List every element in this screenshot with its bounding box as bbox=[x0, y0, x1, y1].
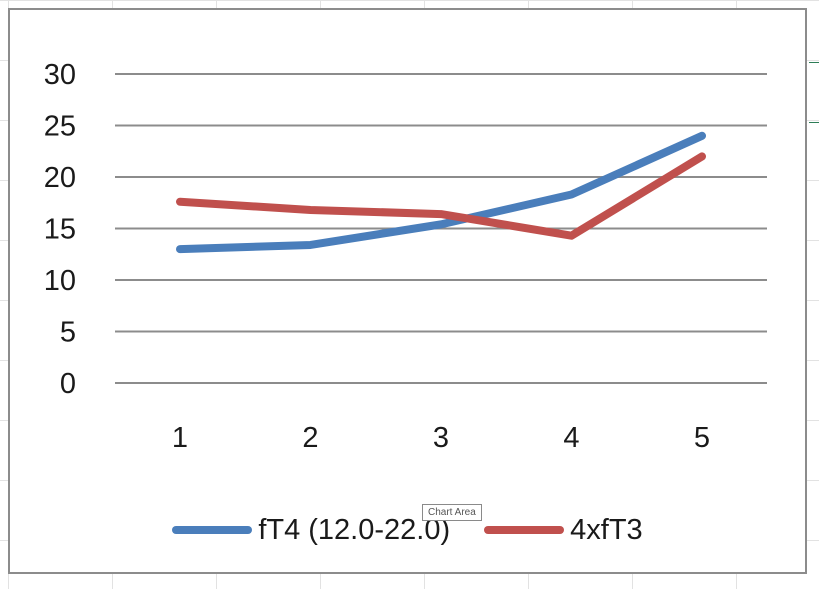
legend-swatch bbox=[484, 526, 565, 534]
y-tick-label: 5 bbox=[60, 317, 76, 349]
y-tick-label: 20 bbox=[44, 162, 76, 194]
legend-label: fT4 (12.0-22.0) bbox=[258, 513, 451, 546]
y-tick-label: 15 bbox=[44, 214, 76, 246]
x-tick-label: 3 bbox=[433, 422, 449, 454]
legend-entry-1[interactable]: fT4 (12.0-22.0) bbox=[172, 514, 450, 547]
series-line-2 bbox=[176, 152, 706, 240]
series-line-1 bbox=[176, 131, 706, 254]
plot-area[interactable]: 0 5 10 15 20 25 30 1 2 3 4 5 bbox=[10, 10, 805, 572]
y-tick-label: 0 bbox=[60, 368, 76, 400]
y-tick-label: 25 bbox=[44, 111, 76, 143]
x-tick-label: 2 bbox=[302, 422, 318, 454]
x-tick-label: 1 bbox=[172, 422, 188, 454]
legend-label: 4xfT3 bbox=[570, 513, 643, 546]
legend-entry-2[interactable]: 4xfT3 bbox=[484, 514, 643, 547]
legend-swatch bbox=[172, 526, 253, 534]
y-tick-label: 10 bbox=[44, 265, 76, 297]
cell-border-accent bbox=[809, 122, 819, 123]
cell-border-accent bbox=[809, 62, 819, 63]
chart-legend[interactable]: fT4 (12.0-22.0) 4xfT3 bbox=[10, 510, 805, 550]
y-tick-label: 30 bbox=[44, 59, 76, 91]
chart-area[interactable]: 0 5 10 15 20 25 30 1 2 3 4 5 fT4 (12.0-22.0) 4xfT3 C… bbox=[8, 8, 807, 574]
x-tick-label: 4 bbox=[563, 422, 579, 454]
chart-area-tooltip: Chart Area bbox=[422, 504, 482, 521]
x-tick-label: 5 bbox=[694, 422, 710, 454]
